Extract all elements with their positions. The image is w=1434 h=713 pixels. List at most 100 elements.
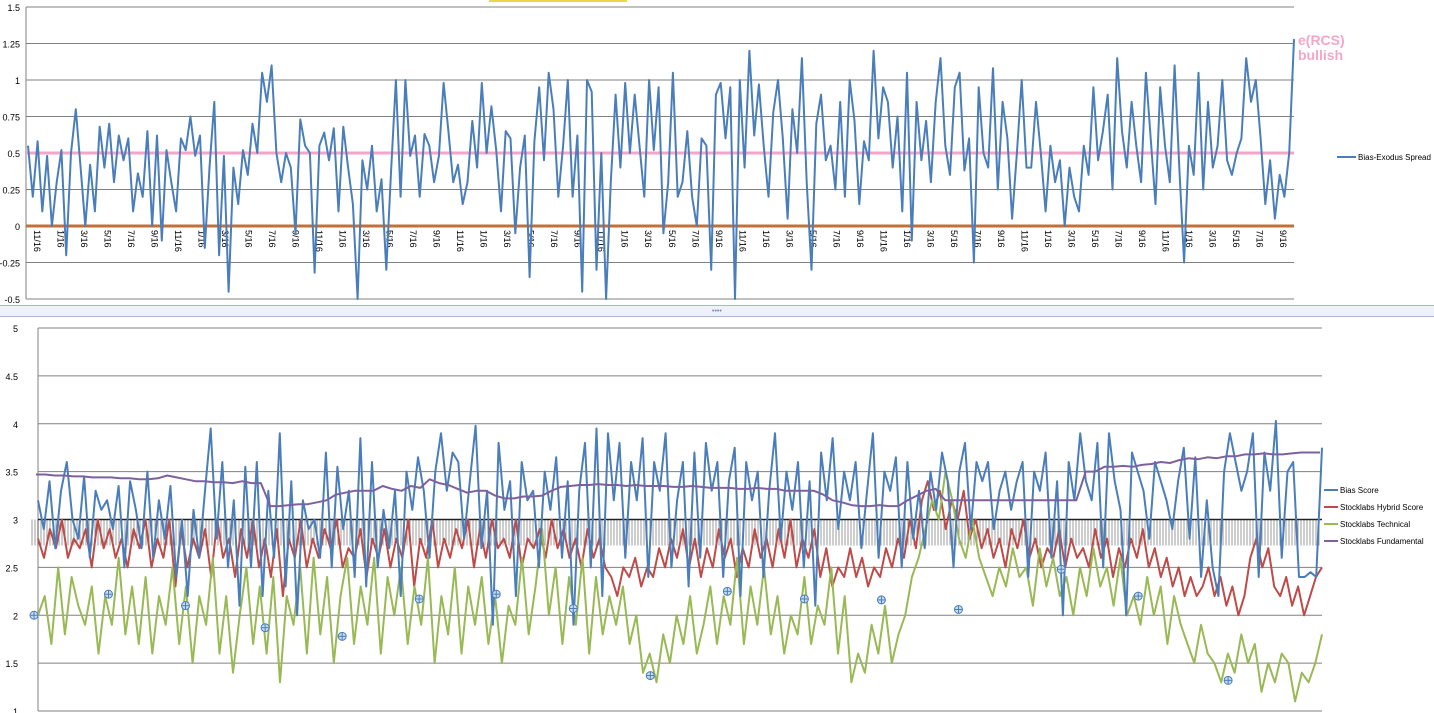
score-marker (414, 594, 424, 604)
spread-x-axis: 11/16 1/16 3/16 5/16 7/16 9/16 11/16 1/16 3/16 5/… (32, 230, 1288, 252)
spread-y-tick-label: 1.25 (2, 40, 20, 50)
score-marker (645, 671, 655, 681)
scores-y-tick-label: 4 (13, 420, 18, 430)
spread-x-tick-label: 11/16 (455, 230, 465, 252)
spread-x-tick-label: 3/16 (361, 230, 371, 248)
spread-x-tick-label: 9/16 (714, 230, 724, 248)
spread-chart: 1.5 1.25 1 0.75 0.5 0.25 0 -0.25 -0.5 11/16 1/16 3… (0, 0, 1434, 305)
spread-y-tick-label: 0.5 (7, 149, 20, 159)
score-marker (876, 595, 886, 605)
spread-x-tick-label: 1/16 (902, 230, 912, 248)
scores-legend-label: Bias Score (1340, 486, 1379, 495)
spread-x-tick-label: 11/16 (1019, 230, 1029, 252)
score-marker (337, 631, 347, 641)
spread-y-tick-label: 0 (15, 222, 20, 232)
spread-x-tick-label: 3/16 (643, 230, 653, 248)
spread-x-tick-label: 5/16 (1090, 230, 1100, 248)
score-marker (568, 604, 578, 614)
score-marker (1133, 591, 1143, 601)
spread-x-tick-label: 1/16 (479, 230, 489, 248)
scores-series-line-1 (37, 480, 1323, 617)
score-marker (260, 623, 270, 633)
scores-series-line-3 (36, 451, 1320, 508)
scores-y-tick-label: 3.5 (5, 468, 18, 478)
spread-x-tick-label: 3/16 (925, 230, 935, 248)
scores-markers (29, 564, 1233, 685)
spread-legend: Bias-Exodus Spread (1337, 153, 1431, 162)
spread-x-tick-label: 11/16 (878, 230, 888, 252)
annotation-line-2: bullish (1298, 47, 1343, 63)
spread-x-tick-label: 5/16 (244, 230, 254, 248)
spread-x-tick-label: 3/16 (1066, 230, 1076, 248)
spread-x-tick-label: 5/16 (1231, 230, 1241, 248)
spread-y-tick-label: -0.25 (0, 259, 20, 269)
spread-x-tick-label: 1/16 (761, 230, 771, 248)
spread-x-tick-label: 9/16 (1137, 230, 1147, 248)
spread-series-line (27, 39, 1295, 300)
spread-x-tick-label: 1/16 (1184, 230, 1194, 248)
spread-x-tick-label: 5/16 (385, 230, 395, 248)
spread-x-tick-label: 11/16 (314, 230, 324, 252)
spread-y-axis: 1.5 1.25 1 0.75 0.5 0.25 0 -0.25 -0.5 (0, 3, 20, 305)
score-marker (953, 605, 963, 615)
score-marker (491, 589, 501, 599)
scores-chart-background (0, 317, 1434, 713)
scores-y-tick-label: 2 (13, 611, 18, 621)
spread-x-tick-label: 7/16 (549, 230, 559, 248)
spread-x-tick-label: 5/16 (667, 230, 677, 248)
scores-series (36, 419, 1323, 703)
score-marker (103, 589, 113, 599)
scores-legend-label: Stocklabs Technical (1340, 520, 1410, 529)
spread-x-tick-label: 1/16 (197, 230, 207, 248)
spread-x-tick-label: 5/16 (949, 230, 959, 248)
scores-chart: 5 4.5 4 3.5 3 2.5 2 1.5 1 Bias Score Stocklabs Hy… (0, 317, 1434, 713)
score-marker (181, 601, 191, 611)
spread-x-tick-label: 7/16 (1113, 230, 1123, 248)
scores-y-tick-label: 3 (13, 516, 18, 526)
spread-x-tick-label: 11/16 (173, 230, 183, 252)
spread-x-tick-label: 9/16 (855, 230, 865, 248)
spread-x-tick-label: 3/16 (1207, 230, 1217, 248)
scores-y-tick-label: 1 (13, 707, 18, 713)
scores-y-axis: 5 4.5 4 3.5 3 2.5 2 1.5 1 (5, 324, 18, 713)
spread-x-tick-label: 9/16 (1278, 230, 1288, 248)
spread-x-tick-label: 7/16 (690, 230, 700, 248)
spread-plot-area-top-highlight (489, 0, 627, 2)
spread-y-tick-label: 0.75 (2, 113, 20, 123)
annotation-line-1: e(RCS) (1298, 32, 1345, 48)
score-marker (722, 586, 732, 596)
spread-x-tick-label: 7/16 (1254, 230, 1264, 248)
spread-x-tick-label: 3/16 (220, 230, 230, 248)
spread-x-tick-label: 1/16 (56, 230, 66, 248)
spread-x-tick-label: 11/16 (737, 230, 747, 252)
spread-x-tick-label: 9/16 (150, 230, 160, 248)
spread-y-tick-label: 1 (15, 76, 20, 86)
scores-y-tick-label: 5 (13, 324, 18, 334)
scores-series-line-2 (37, 470, 1323, 703)
spread-x-tick-label: 3/16 (784, 230, 794, 248)
spread-x-tick-label: 1/16 (1043, 230, 1053, 248)
spread-annotation: e(RCS) bullish (1298, 32, 1345, 63)
splitter-grip-icon[interactable]: •••• (712, 308, 722, 315)
scores-y-tick-label: 2.5 (5, 563, 18, 573)
pane-splitter[interactable]: •••• (0, 305, 1434, 317)
spread-x-tick-label: 11/16 (32, 230, 42, 252)
spread-x-tick-label: 11/16 (1160, 230, 1170, 252)
spread-y-tick-label: 1.5 (7, 3, 20, 13)
spread-x-tick-label: 7/16 (126, 230, 136, 248)
spread-x-tick-label: 9/16 (432, 230, 442, 248)
spread-x-tick-label: 3/16 (502, 230, 512, 248)
scores-y-tick-label: 1.5 (5, 659, 18, 669)
scores-legend-label: Stocklabs Fundamental (1340, 537, 1424, 546)
spread-x-tick-label: 11/16 (596, 230, 606, 252)
spread-x-tick-label: 9/16 (996, 230, 1006, 248)
spread-x-tick-label: 5/16 (103, 230, 113, 248)
score-marker (1223, 675, 1233, 685)
score-marker (799, 594, 809, 604)
spread-x-tick-label: 9/16 (291, 230, 301, 248)
spread-x-tick-label: 9/16 (573, 230, 583, 248)
spread-x-tick-label: 7/16 (831, 230, 841, 248)
score-marker (1056, 564, 1066, 574)
score-marker (29, 610, 39, 620)
spread-series (27, 39, 1295, 300)
